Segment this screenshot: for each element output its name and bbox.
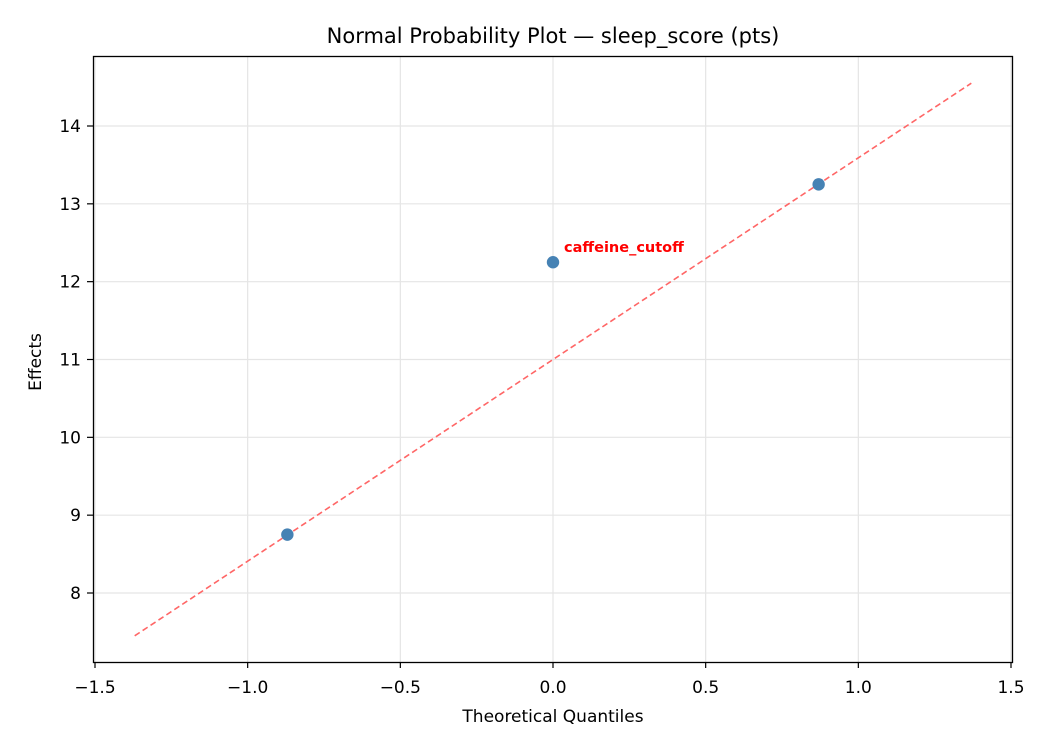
x-tick-label: 0.5 xyxy=(692,678,719,698)
chart-title: Normal Probability Plot — sleep_score (p… xyxy=(327,24,780,49)
annotations: caffeine_cutoff xyxy=(564,240,684,256)
data-point xyxy=(281,528,294,541)
x-axis-label: Theoretical Quantiles xyxy=(461,707,643,727)
data-point xyxy=(546,256,560,269)
x-tick-label: −1.5 xyxy=(74,678,115,698)
y-tick-label: 11 xyxy=(59,351,81,371)
data-points xyxy=(281,178,825,541)
y-tick-label: 8 xyxy=(70,584,81,604)
point-annotation: caffeine_cutoff xyxy=(564,240,684,256)
y-tick-label: 10 xyxy=(59,428,81,448)
x-tick-label: −0.5 xyxy=(380,678,421,698)
y-tick-label: 13 xyxy=(59,195,81,215)
x-axis-ticks: −1.5 −1.0 −0.5 0.0 0.5 1.0 1.5 xyxy=(74,662,1025,698)
y-axis-label: Effects xyxy=(26,333,46,391)
x-tick-label: 1.0 xyxy=(845,678,872,698)
x-tick-label: −1.0 xyxy=(227,678,268,698)
reference-line xyxy=(134,82,972,637)
x-tick-label: 1.5 xyxy=(997,678,1024,698)
y-tick-label: 14 xyxy=(59,117,81,137)
data-point xyxy=(812,178,825,191)
y-tick-label: 9 xyxy=(70,506,81,526)
x-tick-label: 0.0 xyxy=(539,678,566,698)
y-tick-label: 12 xyxy=(59,273,81,293)
reference-line-path xyxy=(134,82,972,637)
y-axis-ticks: 8 9 10 11 12 13 14 xyxy=(59,117,93,604)
